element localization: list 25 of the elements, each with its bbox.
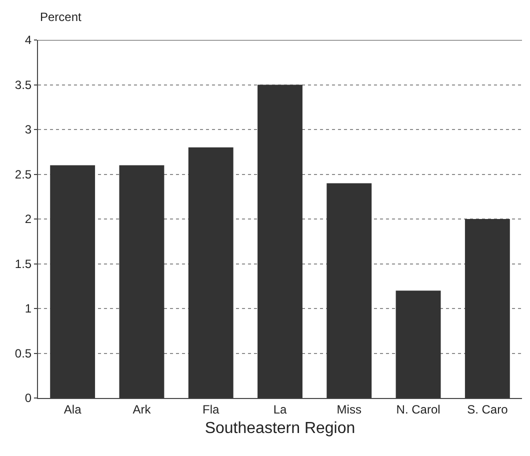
x-tick-label: S. Caro [467,402,508,416]
x-tick-label: N. Carol [396,402,440,416]
y-tick-label: 1.5 [14,256,32,271]
y-tick-label: 3.5 [14,78,32,92]
x-tick-label: La [273,402,287,416]
y-tick-label: 1 [24,302,32,316]
x-tick-label: Miss [336,402,362,416]
x-tick-label: Ala [64,402,82,416]
bar [119,165,164,398]
y-tick-label: 0 [24,391,32,406]
y-axis-title: Percent [40,10,82,24]
x-axis-title: Southeastern Region [204,420,356,438]
x-tick-label: Ark [132,402,152,416]
y-tick-label: 2 [24,212,32,226]
bar [258,84,302,398]
y-tick-label: 3 [24,122,32,137]
bar [396,290,441,398]
bar [326,183,372,398]
bar [188,147,234,398]
y-tick-label: 0.5 [14,346,32,360]
bar [50,165,96,398]
y-tick-label: 2.5 [14,167,32,182]
x-tick-label: Fla [202,402,220,416]
y-tick-label: 4 [24,33,32,48]
bar [464,219,510,398]
